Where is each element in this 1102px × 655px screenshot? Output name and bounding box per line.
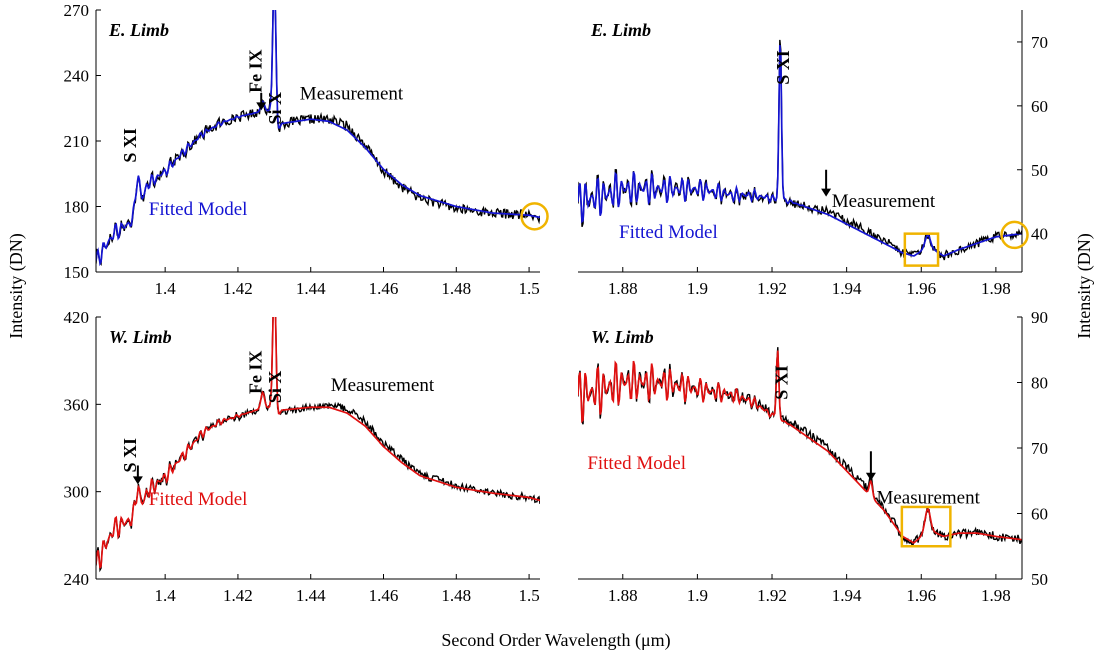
x-tick-label: 1.94 bbox=[832, 279, 862, 298]
arrow-head bbox=[821, 188, 832, 197]
fitted-model-label: Fitted Model bbox=[149, 199, 248, 220]
y-tick-label: 360 bbox=[64, 395, 90, 414]
arrow-head bbox=[865, 472, 876, 481]
line-label: Si X bbox=[265, 371, 285, 404]
x-tick-label: 1.5 bbox=[518, 586, 539, 605]
y-tick-label: 80 bbox=[1031, 374, 1048, 393]
highlight-box bbox=[903, 232, 940, 267]
fitted-model-line bbox=[96, 317, 540, 569]
measurement-label: Measurement bbox=[876, 488, 980, 509]
x-tick-label: 1.5 bbox=[518, 279, 539, 298]
y-tick-label: 60 bbox=[1031, 505, 1048, 524]
panel-bottom-left: 1.4 1.42 1.44 1.46 1.48 1.5 240 300 360 420 W. Lim… bbox=[64, 308, 540, 605]
x-tick-label: 1.92 bbox=[757, 586, 787, 605]
x-tick-label: 1.42 bbox=[223, 279, 253, 298]
measurement-label: Measurement bbox=[300, 84, 404, 105]
y-tick-label: 240 bbox=[64, 570, 90, 589]
fitted-model-line bbox=[578, 45, 1022, 257]
y-tick-label: 50 bbox=[1031, 570, 1048, 589]
y-axis-label-left: Intensity (DN) bbox=[6, 233, 27, 338]
x-tick-label: 1.46 bbox=[369, 279, 399, 298]
x-tick-label: 1.4 bbox=[155, 279, 177, 298]
fitted-model-label: Fitted Model bbox=[587, 453, 686, 474]
panel-top-right: 1.88 1.9 1.92 1.94 1.96 1.98 40 50 60 70 E. Limb S … bbox=[578, 10, 1048, 298]
fitted-model-label: Fitted Model bbox=[149, 489, 248, 510]
x-tick-label: 1.44 bbox=[296, 279, 326, 298]
x-tick-label: 1.48 bbox=[441, 279, 471, 298]
x-tick-label: 1.48 bbox=[441, 586, 471, 605]
x-tick-label: 1.46 bbox=[369, 586, 399, 605]
y-tick-label: 270 bbox=[64, 1, 90, 20]
x-tick-label: 1.42 bbox=[223, 586, 253, 605]
line-label: S XI bbox=[120, 128, 140, 163]
x-tick-label: 1.88 bbox=[608, 279, 638, 298]
line-label: S XI bbox=[773, 50, 793, 85]
x-tick-label: 1.94 bbox=[832, 586, 862, 605]
line-label: Fe IX bbox=[246, 49, 266, 93]
y-tick-label: 180 bbox=[64, 198, 90, 217]
x-tick-label: 1.88 bbox=[608, 586, 638, 605]
measurement-line bbox=[96, 317, 540, 573]
x-tick-label: 1.96 bbox=[906, 279, 936, 298]
x-tick-label: 1.44 bbox=[296, 586, 326, 605]
y-tick-label: 90 bbox=[1031, 308, 1048, 327]
fitted-model-label: Fitted Model bbox=[619, 222, 718, 243]
x-axis-label: Second Order Wavelength (μm) bbox=[441, 630, 670, 651]
measurement-label: Measurement bbox=[832, 191, 936, 212]
measurement-line bbox=[96, 10, 540, 267]
highlight-circle bbox=[1000, 220, 1029, 250]
x-tick-label: 1.9 bbox=[687, 279, 708, 298]
panel-bottom-right: 1.88 1.9 1.92 1.94 1.96 1.98 50 60 70 80 90 W. Limb… bbox=[578, 308, 1048, 605]
panel-title: W. Limb bbox=[591, 327, 654, 347]
panel-title: E. Limb bbox=[590, 20, 651, 40]
x-tick-label: 1.92 bbox=[757, 279, 787, 298]
x-tick-label: 1.9 bbox=[687, 586, 708, 605]
y-tick-label: 300 bbox=[64, 483, 90, 502]
y-tick-label: 150 bbox=[64, 263, 90, 282]
y-tick-label: 210 bbox=[64, 132, 90, 151]
y-tick-label: 70 bbox=[1031, 439, 1048, 458]
panel-title: W. Limb bbox=[109, 327, 172, 347]
y-tick-label: 40 bbox=[1031, 225, 1048, 244]
fitted-model-line bbox=[96, 10, 540, 267]
y-tick-label: 240 bbox=[64, 67, 90, 86]
x-tick-label: 1.4 bbox=[155, 586, 177, 605]
y-tick-label: 50 bbox=[1031, 161, 1048, 180]
highlight-circle bbox=[520, 202, 549, 231]
x-tick-label: 1.96 bbox=[906, 586, 936, 605]
arrow-head bbox=[132, 476, 143, 485]
x-tick-label: 1.98 bbox=[981, 586, 1011, 605]
line-label: S XI bbox=[120, 438, 140, 473]
measurement-label: Measurement bbox=[331, 375, 435, 396]
y-tick-label: 60 bbox=[1031, 97, 1048, 116]
panel-top-left: 1.4 1.42 1.44 1.46 1.48 1.5 150 180 210 240 270 E. … bbox=[64, 1, 549, 298]
x-tick-label: 1.98 bbox=[981, 279, 1011, 298]
line-label: Si X bbox=[265, 92, 285, 125]
arrow-head bbox=[256, 102, 267, 111]
fitted-model-line bbox=[578, 350, 1022, 544]
line-label: Fe IX bbox=[246, 351, 266, 395]
panel-title: E. Limb bbox=[108, 20, 169, 40]
y-axis-label-right: Intensity (DN) bbox=[1074, 233, 1095, 338]
y-tick-label: 420 bbox=[64, 308, 90, 327]
y-tick-label: 70 bbox=[1031, 33, 1048, 52]
line-label: S XI bbox=[772, 365, 792, 400]
measurement-line bbox=[578, 39, 1022, 261]
highlight-box bbox=[900, 505, 952, 548]
